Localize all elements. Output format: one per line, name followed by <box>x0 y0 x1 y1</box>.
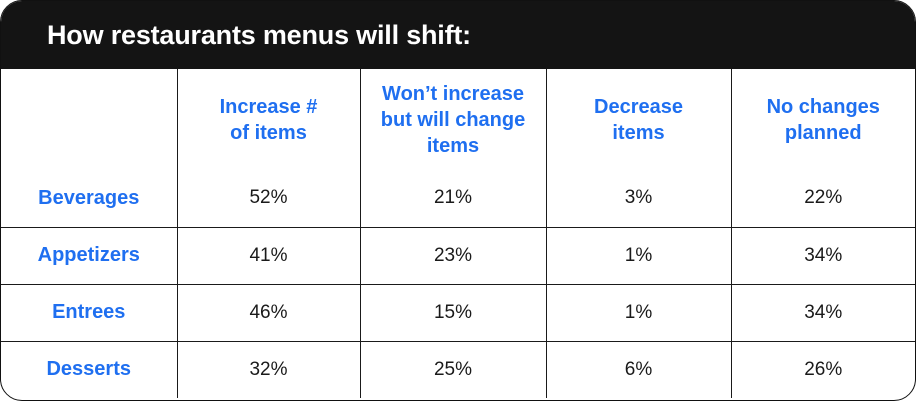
column-header-change: Won’t increase but will change items <box>359 69 547 170</box>
column-header-line: of items <box>230 121 307 144</box>
column-header-line: planned <box>784 121 862 144</box>
table-cell: 34% <box>730 283 915 342</box>
table-cell: 3% <box>545 170 732 228</box>
column-header-decrease: Decrease items <box>545 69 732 170</box>
column-header-line: but will change <box>380 108 526 131</box>
table-row: Appetizers 41% 23% 1% 34% <box>1 226 915 285</box>
row-label: Beverages <box>1 170 178 228</box>
table-cell: 6% <box>545 340 732 398</box>
table-cell: 23% <box>359 226 547 285</box>
row-label: Entrees <box>1 283 178 342</box>
corner-cell <box>1 69 178 170</box>
table-cell: 25% <box>359 340 547 398</box>
table-cell: 26% <box>730 340 915 398</box>
table-row: Entrees 46% 15% 1% 34% <box>1 283 915 342</box>
table-row: Beverages 52% 21% 3% 22% <box>1 170 915 228</box>
column-header-line: Increase # <box>219 95 318 118</box>
row-label: Appetizers <box>1 226 178 285</box>
column-header-line: items <box>426 134 480 157</box>
row-label: Desserts <box>1 340 178 398</box>
table-cell: 46% <box>176 283 361 342</box>
column-header-increase: Increase # of items <box>176 69 361 170</box>
table-cell: 15% <box>359 283 547 342</box>
column-header-no-changes: No changes planned <box>730 69 915 170</box>
column-header-line: Won’t increase <box>382 82 524 105</box>
column-header-line: Decrease <box>594 95 683 118</box>
title-bar: How restaurants menus will shift: <box>1 1 915 69</box>
table-cell: 21% <box>359 170 547 228</box>
table-cell: 1% <box>545 283 732 342</box>
table-cell: 52% <box>176 170 361 228</box>
table-cell: 1% <box>545 226 732 285</box>
chart-title: How restaurants menus will shift: <box>47 20 471 50</box>
table-row: Desserts 32% 25% 6% 26% <box>1 340 915 398</box>
table-cell: 32% <box>176 340 361 398</box>
table-cell: 41% <box>176 226 361 285</box>
column-header-line: No changes <box>766 95 880 118</box>
table-cell: 22% <box>730 170 915 228</box>
header-row: Increase # of items Won’t increase but w… <box>1 69 915 170</box>
menu-shift-table: Increase # of items Won’t increase but w… <box>1 69 915 398</box>
column-header-line: items <box>612 121 665 144</box>
table-cell: 34% <box>730 226 915 285</box>
